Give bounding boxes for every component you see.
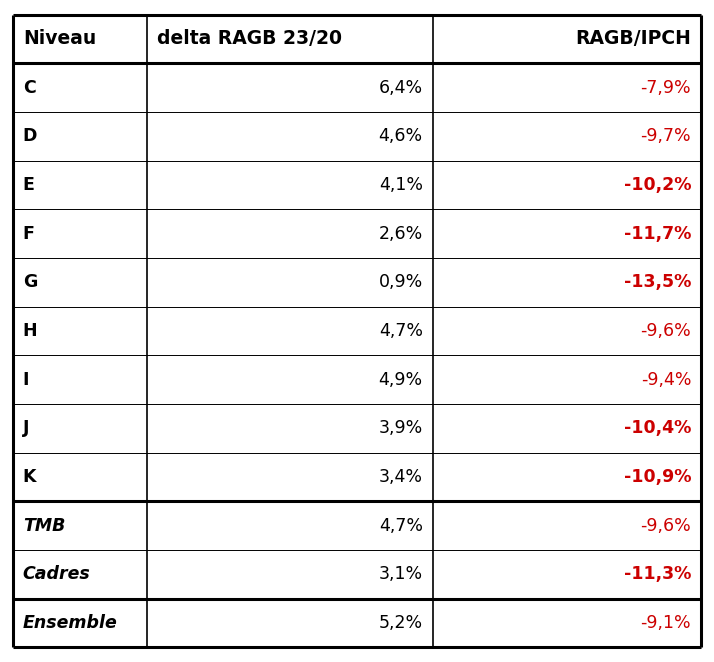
Text: K: K: [23, 468, 36, 486]
Text: 3,1%: 3,1%: [378, 565, 423, 583]
Text: 4,7%: 4,7%: [378, 322, 423, 340]
Text: -9,7%: -9,7%: [640, 127, 691, 145]
Text: Ensemble: Ensemble: [23, 614, 118, 632]
Text: E: E: [23, 176, 35, 194]
Text: delta RAGB 23/20: delta RAGB 23/20: [157, 29, 342, 48]
Text: 4,1%: 4,1%: [378, 176, 423, 194]
Text: G: G: [23, 273, 37, 291]
Text: -11,7%: -11,7%: [624, 224, 691, 243]
Text: 4,9%: 4,9%: [378, 371, 423, 389]
Text: H: H: [23, 322, 37, 340]
Text: 5,2%: 5,2%: [378, 614, 423, 632]
Text: 4,7%: 4,7%: [378, 517, 423, 535]
Text: 3,4%: 3,4%: [378, 468, 423, 486]
Text: 6,4%: 6,4%: [378, 79, 423, 97]
Text: I: I: [23, 371, 29, 389]
Text: Niveau: Niveau: [23, 29, 96, 48]
Text: J: J: [23, 419, 29, 438]
Text: -9,1%: -9,1%: [640, 614, 691, 632]
Text: TMB: TMB: [23, 517, 65, 535]
Text: -9,6%: -9,6%: [640, 517, 691, 535]
Text: D: D: [23, 127, 37, 145]
Text: 4,6%: 4,6%: [378, 127, 423, 145]
Text: 2,6%: 2,6%: [378, 224, 423, 243]
Text: 0,9%: 0,9%: [378, 273, 423, 291]
Text: C: C: [23, 79, 36, 97]
Text: -11,3%: -11,3%: [624, 565, 691, 583]
Text: 3,9%: 3,9%: [378, 419, 423, 438]
Text: -10,9%: -10,9%: [623, 468, 691, 486]
Text: -13,5%: -13,5%: [624, 273, 691, 291]
Text: -7,9%: -7,9%: [640, 79, 691, 97]
Text: -10,4%: -10,4%: [624, 419, 691, 438]
Text: -9,4%: -9,4%: [640, 371, 691, 389]
Text: Cadres: Cadres: [23, 565, 91, 583]
Text: F: F: [23, 224, 35, 243]
Text: -9,6%: -9,6%: [640, 322, 691, 340]
Text: -10,2%: -10,2%: [623, 176, 691, 194]
Text: RAGB/IPCH: RAGB/IPCH: [575, 29, 691, 48]
